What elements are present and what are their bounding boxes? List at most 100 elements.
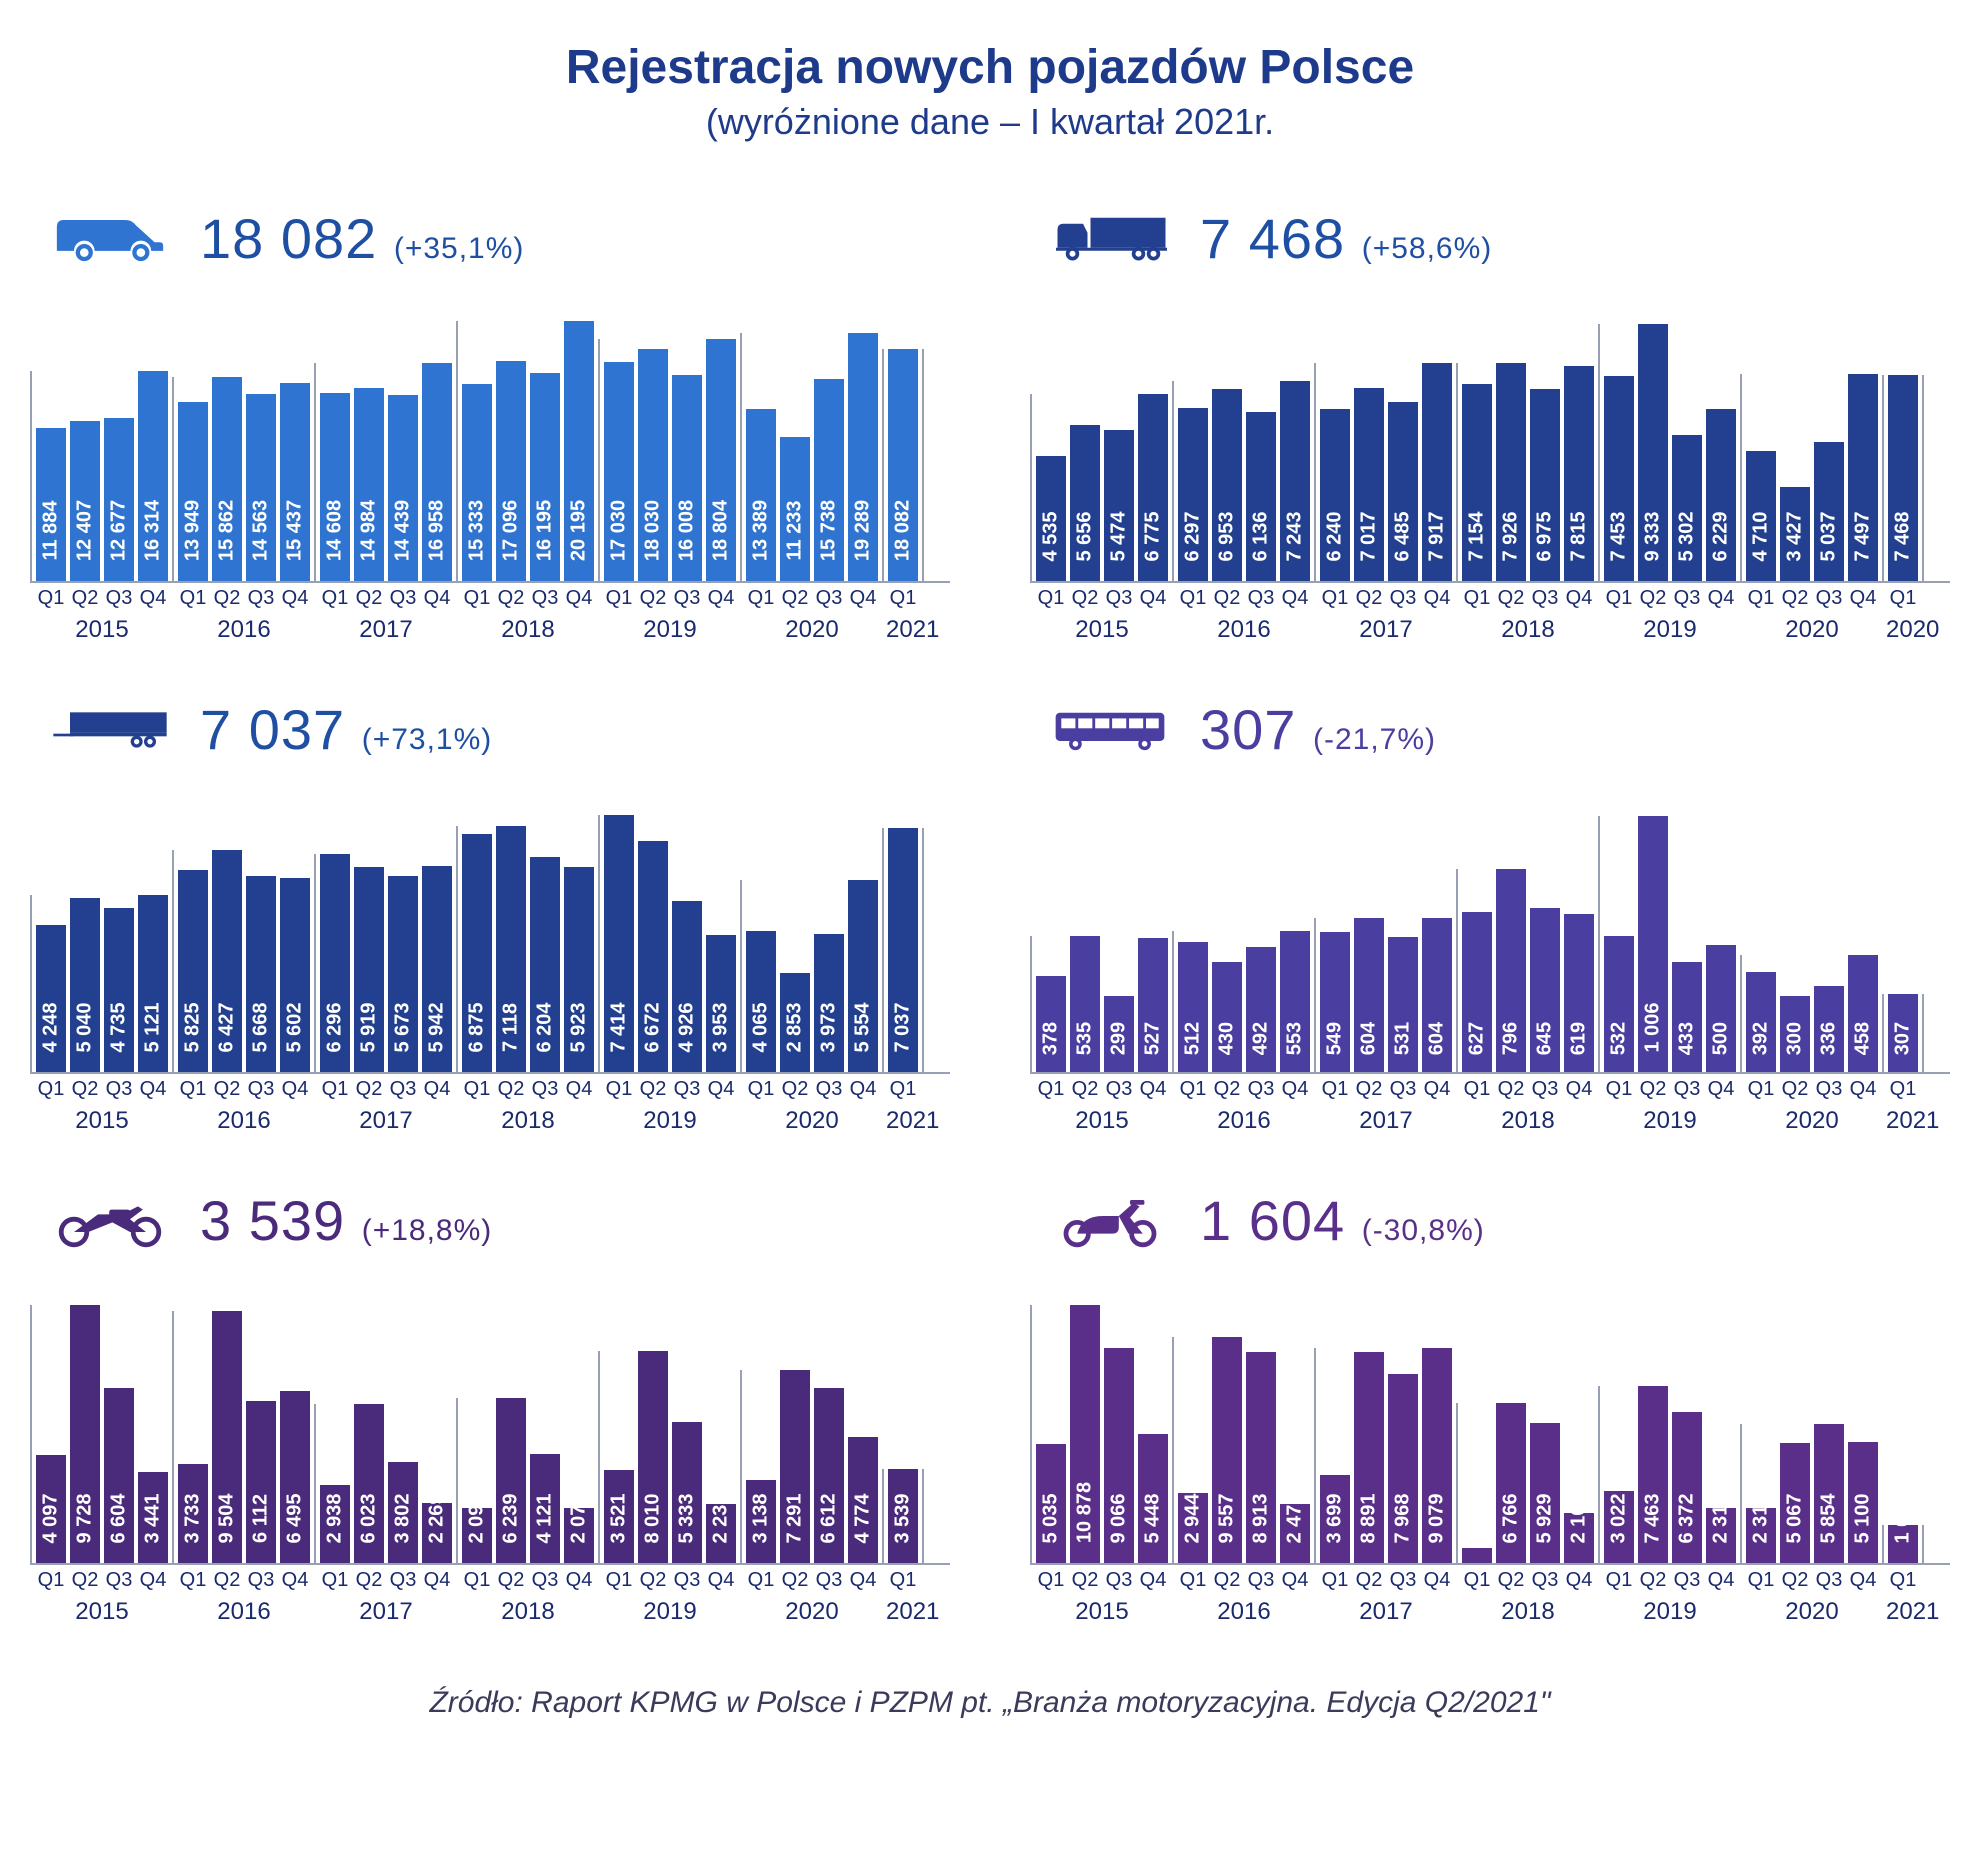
xaxis-quarter-label: Q2 [780, 1074, 810, 1101]
bar-slot: 7 926 [1496, 363, 1526, 581]
bar: 9 728 [70, 1305, 100, 1563]
moped-icon [1050, 1185, 1170, 1255]
xaxis-quarter-label: Q3 [104, 1074, 134, 1101]
xaxis-quarter-label: Q4 [1422, 583, 1452, 610]
bar-value-label: 12 407 [74, 500, 97, 561]
bar: 6 672 [638, 841, 668, 1072]
bar-value-label: 15 333 [466, 500, 489, 561]
xaxis-quarter-label: Q4 [280, 1565, 310, 1592]
bar-slot: 12 677 [104, 418, 134, 581]
xaxis-quarter-label: Q2 [1780, 1565, 1810, 1592]
year-group: 11 88412 40712 67716 314 [30, 371, 172, 581]
year-group: 3 539 [882, 1469, 924, 1563]
xaxis-quarter-label: Q3 [1672, 1565, 1702, 1592]
bar: 11 233 [780, 437, 810, 581]
bar-slot: 549 [1320, 932, 1350, 1072]
xaxis-quarters: Q1Q2Q3Q4 [34, 583, 170, 610]
xaxis-quarter-label: Q2 [1496, 583, 1526, 610]
bar-slot: 14 608 [320, 393, 350, 581]
bar-slot: 5 448 [1138, 1434, 1168, 1563]
xaxis-quarter-label: Q3 [1672, 1074, 1702, 1101]
bar-value-label: 796 [1500, 1021, 1523, 1054]
xaxis-quarter-label: Q1 [1320, 1565, 1350, 1592]
bar-slot: 2 944 [1178, 1493, 1208, 1563]
xaxis-quarters: Q1Q2Q3Q4 [1460, 1565, 1596, 1592]
bar-value-label: 5 302 [1676, 511, 1699, 561]
bar-value-label: 4 121 [534, 1493, 557, 1543]
bar-value-label: 2 319 [1750, 1493, 1773, 1543]
bar-value-label: 6 297 [1182, 511, 1205, 561]
xaxis-quarter-label: Q1 [604, 1074, 634, 1101]
xaxis-year-group: Q1Q2Q3Q42018 [1456, 1565, 1598, 1626]
bar-value-label: 14 984 [358, 500, 381, 561]
bar-value-label: 18 030 [642, 500, 665, 561]
xaxis-year-label: 2021 [886, 1101, 939, 1135]
bar: 1 604 [1888, 1525, 1918, 1563]
bar: 9 333 [1638, 324, 1668, 581]
xaxis-quarter-label: Q1 [1178, 1074, 1208, 1101]
bar-value-label: 8 913 [1250, 1493, 1273, 1543]
bar-slot: 5 474 [1104, 430, 1134, 581]
bar-value-label: 2 239 [710, 1493, 733, 1543]
bar-value-label: 18 804 [710, 500, 733, 561]
bar: 604 [1422, 918, 1452, 1072]
bar: 5 602 [280, 878, 310, 1072]
bar-slot: 5 302 [1672, 435, 1702, 581]
bar: 3 521 [604, 1470, 634, 1563]
chart: 4 0979 7286 6043 4413 7339 5046 1126 495… [30, 1285, 950, 1626]
bar: 11 884 [36, 428, 66, 581]
panel-header: 18 082 (+35,1%) [30, 193, 950, 283]
bar: 20 195 [564, 321, 594, 581]
bar-slot: 15 333 [462, 384, 492, 581]
xaxis-quarters: Q1Q2Q3Q4 [1034, 1074, 1170, 1101]
bar: 378 [1036, 976, 1066, 1072]
bar-value-label: 2 071 [568, 1493, 591, 1543]
bar-slot: 430 [1212, 962, 1242, 1072]
xaxis-quarter-label: Q2 [496, 583, 526, 610]
page-subtitle: (wyróżnione dane – I kwartał 2021r. [30, 101, 1950, 143]
bar: 3 427 [1780, 487, 1810, 581]
panel-vans: 18 082 (+35,1%)11 88412 40712 67716 3141… [30, 193, 950, 644]
xaxis-year-label: 2018 [1460, 610, 1596, 644]
xaxis-quarter-label: Q4 [564, 583, 594, 610]
xaxis-year-label: 2020 [744, 610, 880, 644]
bar-slot: 8 010 [638, 1351, 668, 1563]
xaxis-year-label: 2015 [34, 1101, 170, 1135]
year-group: 307 [1882, 994, 1924, 1072]
bar-value-label: 5 825 [182, 1002, 205, 1052]
bar: 5 673 [388, 876, 418, 1072]
xaxis-quarter-label: Q3 [1246, 583, 1276, 610]
bar-slot: 3 733 [178, 1464, 208, 1563]
bar: 3 539 [888, 1469, 918, 1563]
bar-value-label: 492 [1250, 1021, 1273, 1054]
xaxis-year-group: Q1Q2Q3Q42016 [1172, 1074, 1314, 1135]
xaxis-year-label: 2015 [1034, 610, 1170, 644]
bar-slot: 7 037 [888, 828, 918, 1072]
bar: 299 [1104, 996, 1134, 1072]
bar-value-label: 11 884 [40, 500, 63, 560]
bar: 7 468 [1888, 375, 1918, 581]
xaxis-quarters: Q1Q2Q3Q4 [1034, 583, 1170, 610]
bar-value-label: 8 891 [1358, 1493, 1381, 1543]
year-group: 7 037 [882, 828, 924, 1072]
year-group: 627796645619 [1456, 869, 1598, 1072]
bar: 4 710 [1746, 451, 1776, 581]
xaxis-quarter-label: Q1 [1320, 583, 1350, 610]
bar-slot: 10 878 [1070, 1305, 1100, 1563]
bar: 13 389 [746, 409, 776, 581]
headline-value: 307 [1200, 698, 1313, 761]
bar-value-label: 7 414 [608, 1002, 631, 1052]
year-group: 2 9386 0233 8022 269 [314, 1404, 456, 1563]
xaxis-quarter-label: Q3 [388, 583, 418, 610]
bar-value-label: 15 437 [284, 500, 307, 561]
xaxis-year-group: Q1Q2Q3Q42020 [740, 1074, 882, 1135]
bar-value-label: 3 427 [1784, 511, 1807, 561]
xaxis-year-group: Q1Q2Q3Q42017 [1314, 1074, 1456, 1135]
bar-value-label: 12 677 [108, 500, 131, 561]
year-group: 18 082 [882, 349, 924, 581]
bar: 512 [1178, 942, 1208, 1072]
bar-value-label: 3 802 [392, 1493, 415, 1543]
bar: 6 372 [1672, 1412, 1702, 1563]
bar: 5 474 [1104, 430, 1134, 581]
xaxis-quarter-label: Q1 [1604, 1565, 1634, 1592]
